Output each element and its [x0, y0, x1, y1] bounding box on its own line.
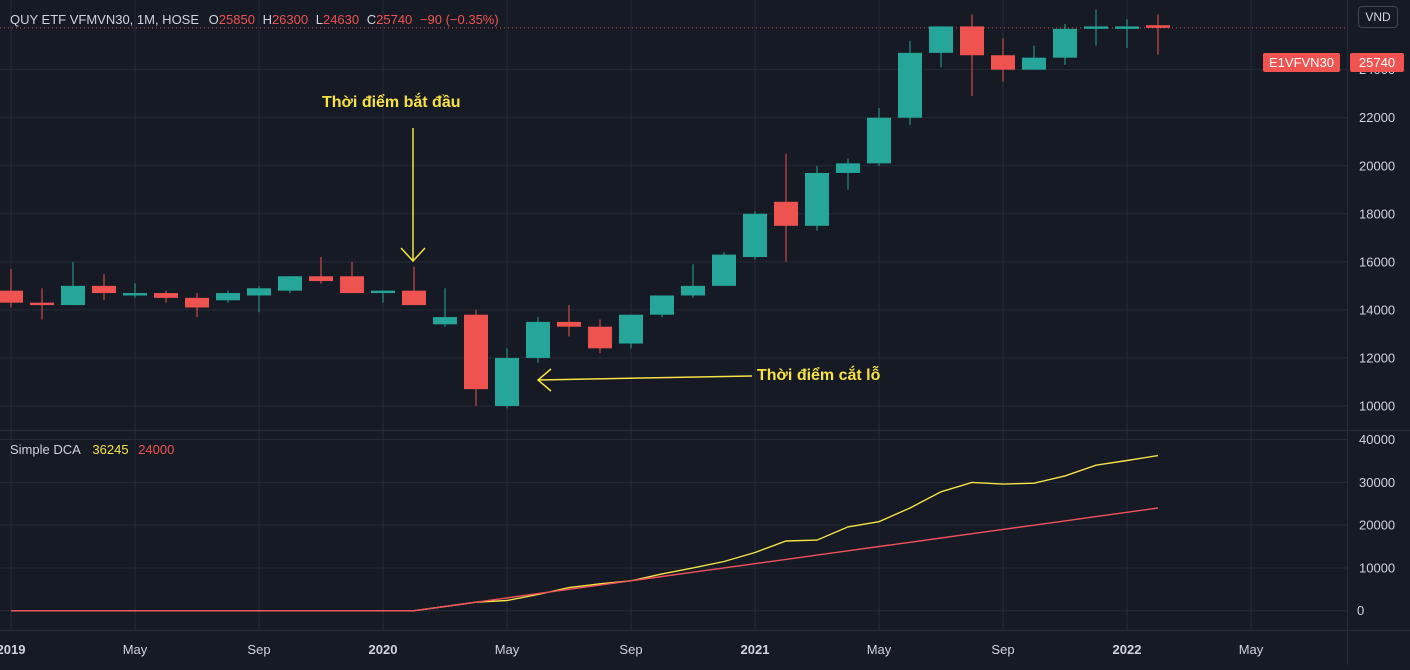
- indicator-tick-label: 0: [1357, 603, 1364, 618]
- time-tick-label: 2019: [0, 642, 25, 657]
- high-key: H: [262, 12, 272, 27]
- indicator-value-1: 36245: [92, 442, 129, 457]
- stop-loss-arrow-head: [536, 368, 552, 392]
- candle-body: [340, 276, 364, 294]
- candle-body: [991, 55, 1015, 70]
- candle-body: [185, 297, 209, 308]
- candle-body: [1146, 25, 1170, 28]
- candle-body: [30, 302, 54, 306]
- candle-body: [61, 285, 85, 306]
- low-key: L: [315, 12, 323, 27]
- low-value: 24630: [322, 12, 360, 27]
- candle-body: [867, 117, 891, 164]
- candle-body: [278, 276, 302, 291]
- candle-body: [92, 285, 116, 294]
- time-tick-label: Sep: [991, 642, 1014, 657]
- candle-body: [836, 163, 860, 173]
- candle-body: [371, 290, 395, 294]
- candle-body: [650, 295, 674, 315]
- candle-body: [805, 172, 829, 226]
- time-tick-label: May: [123, 642, 148, 657]
- candle-body: [681, 285, 705, 296]
- price-tick-label: 18000: [1359, 206, 1395, 221]
- price-tick-label: 12000: [1359, 350, 1395, 365]
- candle-body: [247, 288, 271, 296]
- candle-body: [1084, 26, 1108, 29]
- open-key: O: [208, 12, 219, 27]
- candle-body: [309, 276, 333, 282]
- price-tick-label: 20000: [1359, 158, 1395, 173]
- time-tick-label: Sep: [247, 642, 270, 657]
- high-value: 26300: [271, 12, 309, 27]
- candle-body: [774, 201, 798, 226]
- time-tick-label: Sep: [619, 642, 642, 657]
- candle-body: [433, 317, 457, 325]
- indicator-name: Simple DCA: [10, 442, 81, 457]
- candle-body: [588, 326, 612, 349]
- candle-body: [1115, 26, 1139, 29]
- time-tick-label: 2021: [741, 642, 770, 657]
- candle-body: [495, 357, 519, 406]
- candle-body: [123, 293, 147, 296]
- indicator-value-2: 24000: [138, 442, 175, 457]
- candle-body: [154, 293, 178, 298]
- candle-body: [1022, 57, 1046, 70]
- indicator-tick-label: 10000: [1359, 560, 1395, 575]
- dca-cost-line: [11, 507, 1159, 612]
- candle-body: [464, 314, 488, 390]
- price-tick-label: 22000: [1359, 110, 1395, 125]
- time-tick-label: May: [867, 642, 892, 657]
- currency-badge[interactable]: VND: [1358, 6, 1398, 28]
- price-tick-label: 10000: [1359, 398, 1395, 413]
- candle-body: [619, 314, 643, 344]
- stop-loss-annotation: Thời điểm cắt lỗ: [757, 367, 881, 384]
- symbol-label: QUY ETF VFMVN30, 1M, HOSE: [10, 12, 200, 27]
- symbol-legend: QUY ETF VFMVN30, 1M, HOSE O25850 H26300 …: [10, 12, 503, 27]
- indicator-tick-label: 30000: [1359, 475, 1395, 490]
- change-value: −90 (−0.35%): [419, 12, 499, 27]
- time-tick-label: 2020: [369, 642, 398, 657]
- candle-body: [929, 26, 953, 53]
- candle-body: [712, 254, 736, 286]
- price-tick-label: 14000: [1359, 302, 1395, 317]
- stop-loss-arrow-shaft: [537, 375, 753, 381]
- start-arrow-head: [400, 247, 426, 263]
- candle-body: [960, 26, 984, 56]
- candle-body: [216, 293, 240, 301]
- start-annotation: Thời điểm bắt đầu: [322, 94, 461, 111]
- time-tick-label: May: [1239, 642, 1264, 657]
- time-tick-label: May: [495, 642, 520, 657]
- last-price-tag: 25740: [1350, 53, 1404, 72]
- candle-body: [402, 290, 426, 306]
- indicator-legend: Simple DCA 36245 24000: [10, 442, 178, 457]
- indicator-tick-label: 20000: [1359, 518, 1395, 533]
- candle-body: [743, 213, 767, 258]
- candle-body: [1053, 28, 1077, 58]
- price-tick-label: 16000: [1359, 254, 1395, 269]
- close-value: 25740: [376, 12, 413, 27]
- indicator-tick-label: 40000: [1359, 432, 1395, 447]
- open-value: 25850: [218, 12, 255, 27]
- candle-body: [0, 290, 23, 303]
- candle-body: [526, 321, 550, 358]
- candle-body: [898, 52, 922, 118]
- close-key: C: [366, 12, 377, 27]
- time-tick-label: 2022: [1113, 642, 1142, 657]
- candle-body: [557, 321, 581, 327]
- symbol-price-tag: E1VFVN30: [1263, 53, 1341, 72]
